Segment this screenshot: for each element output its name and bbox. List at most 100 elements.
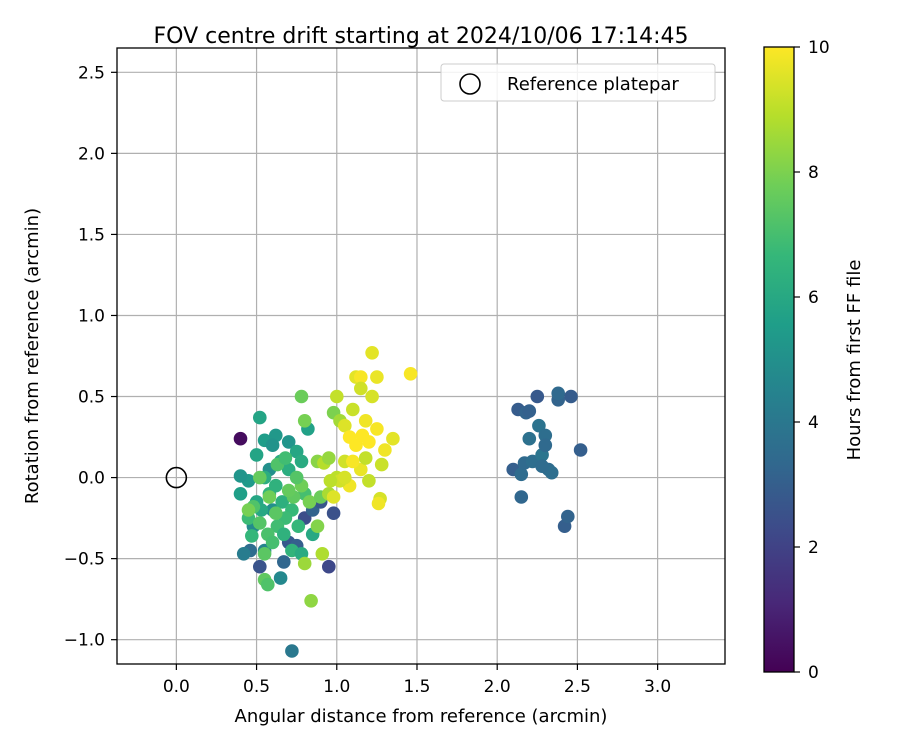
scatter-point	[370, 422, 384, 436]
scatter-point	[564, 389, 578, 404]
grid-lines	[117, 48, 725, 664]
scatter-point	[365, 346, 379, 360]
plot-frame	[116, 47, 726, 665]
scatter-point	[310, 519, 325, 533]
scatter-point	[365, 389, 379, 404]
scatter-point	[322, 451, 336, 465]
scatter-point	[346, 454, 360, 469]
scatter-point	[236, 547, 251, 561]
y-tick-label: 0.0	[78, 469, 105, 489]
scatter-point	[297, 556, 312, 571]
colorbar-label: Hours from first FF file	[844, 260, 865, 461]
scatter-point	[233, 469, 248, 483]
colorbar-tick-label: 2	[808, 538, 819, 558]
x-tick-label: 1.5	[403, 677, 430, 697]
reference-point-marker	[165, 466, 188, 489]
legend-label: Reference platepar	[507, 74, 679, 95]
scatter-point	[233, 431, 248, 446]
scatter-point	[538, 428, 553, 443]
scatter-point	[265, 438, 280, 453]
y-axis-ticks: −1.0 −0.5 0.0 0.5 1.0 1.5 2.0 2.5	[64, 63, 117, 651]
y-tick-label: 2.0	[78, 144, 105, 164]
scatter-point	[241, 503, 256, 517]
scatter-point	[538, 438, 553, 453]
scatter-point	[346, 402, 360, 417]
colorbar-tick-label: 8	[808, 163, 819, 183]
scatter-point	[245, 529, 259, 543]
y-tick-label: −1.0	[64, 631, 105, 651]
scatter-point	[362, 474, 376, 488]
scatter-point	[561, 509, 575, 524]
scatter-point	[291, 519, 306, 533]
legend-marker-open-circle	[459, 73, 481, 95]
scatter-point	[281, 483, 296, 498]
colorbar: 0 2 4 6 8 10 Hours from first FF file	[763, 38, 865, 683]
scatter-point	[386, 431, 400, 446]
scatter-point	[277, 527, 291, 542]
scatter-point	[304, 594, 318, 608]
scatter-point	[371, 496, 386, 511]
scatter-point	[252, 470, 267, 485]
scatter-point	[573, 443, 588, 457]
y-tick-label: −0.5	[64, 550, 105, 570]
colorbar-ticks: 0 2 4 6 8 10	[794, 38, 830, 683]
x-tick-label: 0.0	[163, 677, 190, 697]
scatter-point	[338, 470, 352, 485]
scatter-point	[278, 451, 293, 465]
scatter-point	[275, 495, 290, 509]
x-tick-label: 3.0	[644, 677, 671, 697]
scatter-point	[302, 495, 317, 509]
y-tick-label: 0.5	[78, 388, 105, 408]
scatter-point	[330, 389, 344, 404]
scatter-point	[374, 457, 389, 472]
colorbar-tick-label: 10	[808, 38, 830, 58]
scatter-point	[265, 535, 280, 550]
scatter-point	[273, 571, 288, 585]
scatter-point	[262, 490, 277, 504]
scatter-point	[289, 470, 304, 485]
scatter-point	[403, 367, 418, 381]
scatter-point	[514, 490, 529, 504]
scatter-points	[233, 346, 588, 658]
scatter-point	[249, 448, 264, 462]
scatter-point	[338, 418, 352, 433]
scatter-point	[354, 370, 368, 384]
scatter-point	[358, 414, 373, 428]
colorbar-tick-label: 0	[808, 663, 819, 683]
colorbar-gradient	[763, 46, 795, 673]
scatter-point	[315, 547, 330, 561]
scatter-point	[252, 559, 267, 574]
x-axis-label: Angular distance from reference (arcmin)	[235, 706, 608, 727]
x-tick-label: 1.0	[323, 677, 350, 697]
y-tick-label: 1.0	[78, 306, 105, 326]
legend-box	[440, 63, 716, 102]
scatter-point	[349, 438, 363, 453]
scatter-point	[233, 487, 248, 501]
scatter-point	[323, 474, 338, 488]
x-tick-label: 2.5	[564, 677, 591, 697]
colorbar-tick-label: 6	[808, 288, 819, 308]
scatter-point	[269, 478, 283, 493]
scatter-point	[354, 381, 368, 396]
y-tick-label: 2.5	[78, 63, 105, 83]
y-axis-label: Rotation from reference (arcmin)	[22, 208, 43, 504]
scatter-point	[269, 506, 283, 520]
scatter-point	[522, 431, 537, 446]
scatter-point	[326, 490, 341, 504]
scatter-point	[514, 467, 529, 482]
scatter-point	[297, 414, 312, 428]
x-tick-label: 2.0	[484, 677, 511, 697]
scatter-point	[285, 644, 299, 658]
scatter-point	[252, 516, 267, 530]
legend: Reference platepar	[440, 63, 716, 102]
scatter-point	[535, 459, 549, 474]
scatter-point	[532, 418, 546, 433]
x-tick-label: 0.5	[243, 677, 270, 697]
scatter-point	[261, 577, 275, 592]
scatter-point	[252, 410, 267, 425]
scatter-point	[362, 435, 376, 449]
scatter-point	[322, 559, 336, 574]
scatter-point	[530, 389, 545, 404]
scatter-point	[551, 386, 565, 401]
